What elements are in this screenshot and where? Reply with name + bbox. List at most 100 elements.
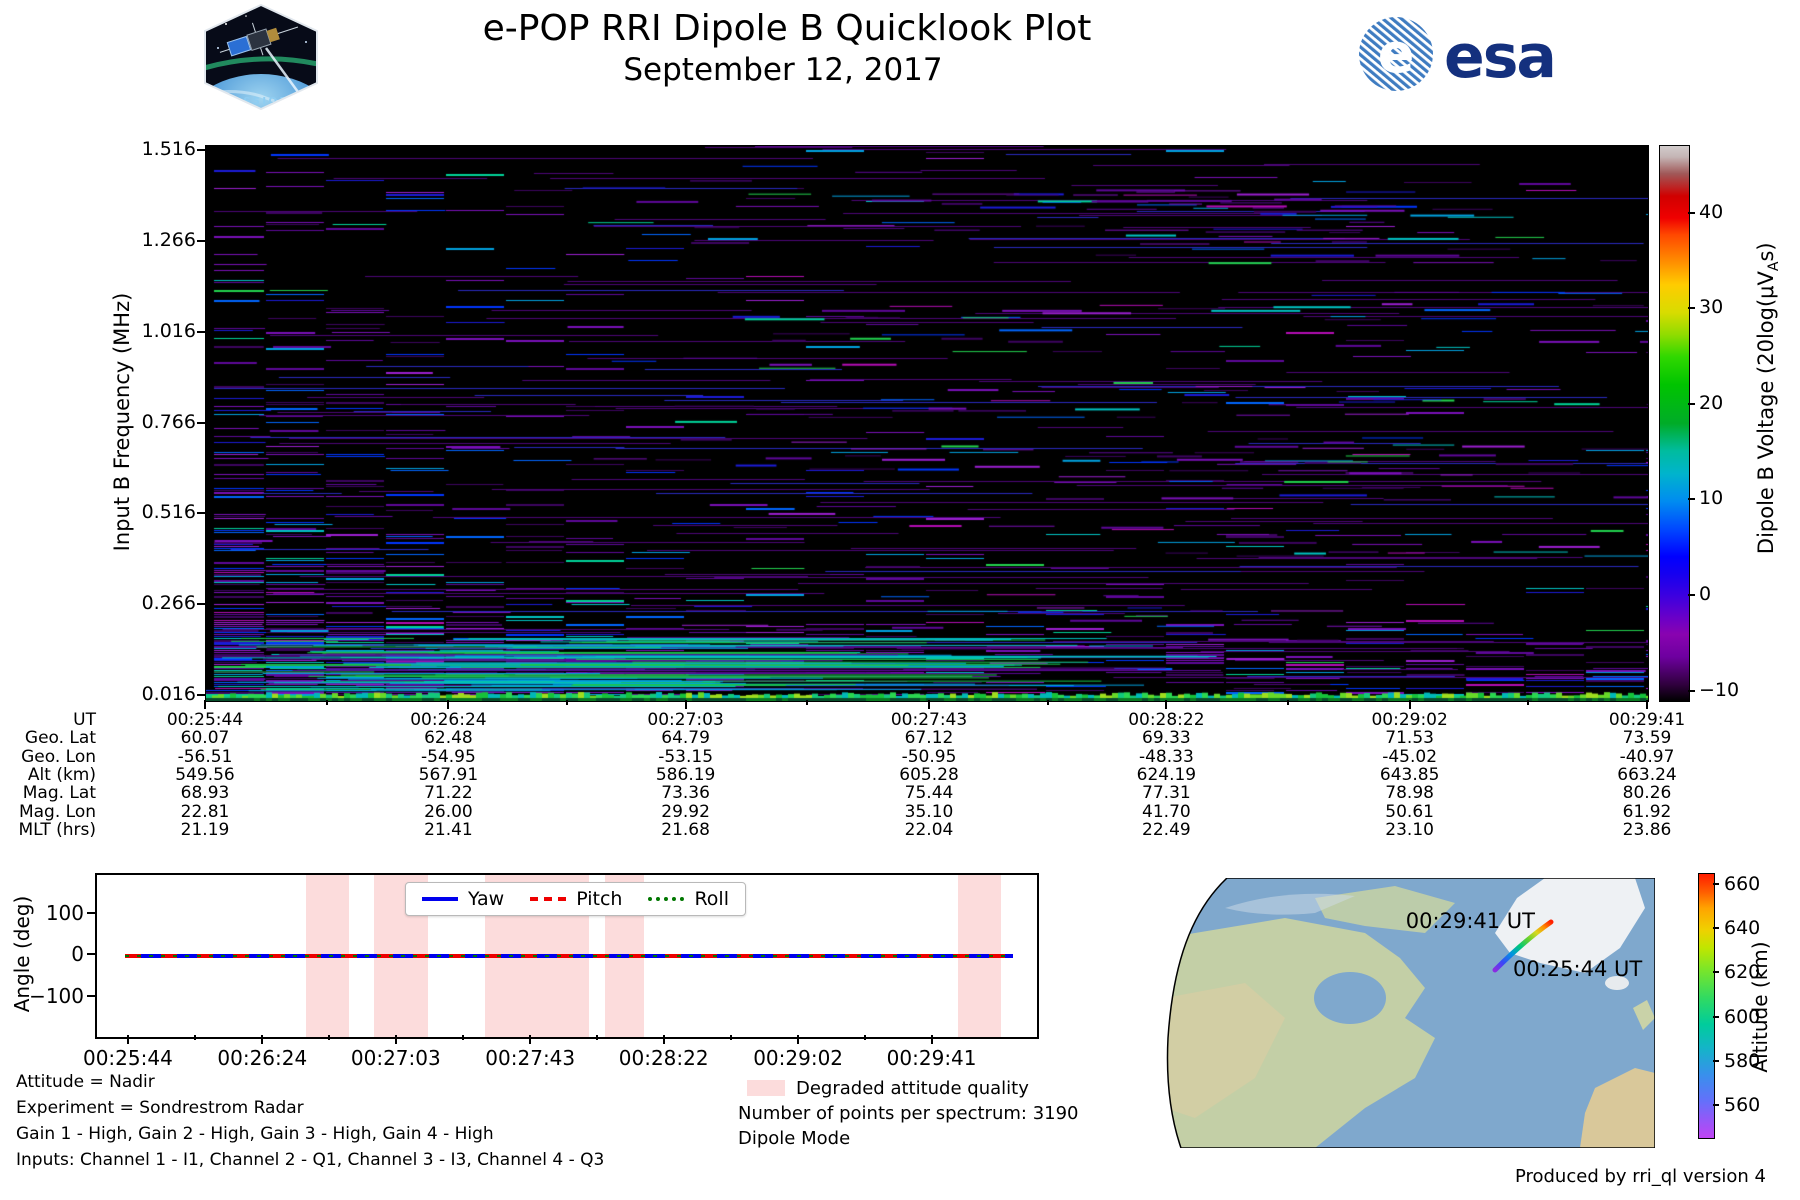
ground-track-map: 00:29:41 UT 00:25:44 UT: [1166, 878, 1655, 1148]
altitude-colorbar-tick-mark: [1713, 971, 1719, 974]
time-tick-mark: [447, 700, 450, 709]
altitude-colorbar-tick-label: 580: [1724, 1049, 1761, 1072]
altitude-colorbar-tick-label: 600: [1724, 1005, 1761, 1028]
freq-tick-label: 1.516: [141, 137, 196, 160]
angle-tick-label: −100: [29, 984, 84, 1008]
time-tick-mark: [1165, 700, 1168, 709]
footnote-experiment: Experiment = Sondrestrom Radar: [16, 1098, 304, 1118]
time-minor-tick-mark: [806, 700, 809, 705]
attitude-time-tick-mark: [126, 1035, 129, 1044]
ephemeris-cell: -40.97: [1619, 746, 1675, 767]
attitude-legend: Yaw Pitch Roll: [405, 882, 746, 916]
time-minor-tick-mark: [325, 700, 328, 705]
ephemeris-cell: 22.81: [180, 801, 230, 822]
freq-tick-mark: [197, 148, 205, 151]
ephemeris-cell: 21.68: [661, 819, 710, 840]
legend-item-yaw: Yaw: [422, 888, 504, 910]
ephemeris-cell: 60.07: [180, 728, 230, 749]
time-minor-tick-mark: [1046, 700, 1049, 705]
voltage-colorbar-tick-mark: [1688, 402, 1695, 405]
altitude-colorbar-tick-mark: [1713, 1059, 1719, 1062]
attitude-time-tick-label: 00:26:24: [217, 1046, 308, 1070]
ephemeris-cell: 80.26: [1622, 783, 1672, 804]
footnote-mode: Dipole Mode: [738, 1128, 851, 1149]
degraded-legend-swatch: [747, 1080, 785, 1096]
ephemeris-cell: 586.19: [655, 764, 716, 785]
satellite-track: [1492, 919, 1554, 973]
legend-label: Pitch: [576, 888, 623, 910]
voltage-colorbar-tick-label: 30: [1699, 296, 1724, 319]
yaw-line-swatch: [422, 897, 458, 901]
time-minor-tick-mark: [1287, 700, 1289, 705]
ephemeris-cell: 624.19: [1136, 764, 1197, 785]
ephemeris-cell: -45.02: [1382, 746, 1438, 767]
attitude-time-tick-mark: [930, 1035, 933, 1044]
aurora-arc: [205, 56, 317, 71]
map-hudson-bay: [1314, 972, 1386, 1024]
freq-tick-label: 1.266: [141, 228, 196, 251]
freq-tick-label: 0.766: [141, 410, 196, 433]
ephemeris-cell: 605.28: [899, 764, 959, 785]
freq-tick-label: 0.266: [141, 592, 196, 615]
attitude-time-tick-label: 00:27:43: [485, 1046, 576, 1070]
attitude-time-tick-mark: [797, 1035, 800, 1044]
ephemeris-cell: 22.04: [904, 819, 954, 840]
time-tick-mark: [1646, 700, 1648, 709]
freq-tick-mark: [197, 239, 205, 242]
map-british-isles: [1633, 1000, 1655, 1030]
ephemeris-cell: -56.51: [177, 746, 233, 767]
freq-tick-mark: [197, 421, 205, 424]
map-greenland: [1495, 878, 1645, 973]
ephemeris-cell: 22.49: [1142, 819, 1191, 840]
voltage-colorbar-tick-mark: [1688, 307, 1695, 310]
ephemeris-cell: -54.95: [421, 746, 476, 767]
ephemeris-cell: 50.61: [1385, 801, 1434, 822]
ephemeris-cell: -50.95: [901, 746, 957, 767]
footnote-points: Number of points per spectrum: 3190: [738, 1103, 1079, 1124]
time-tick-mark: [684, 700, 687, 709]
map-end-label: 00:29:41 UT: [1406, 909, 1535, 933]
ephemeris-cell: 00:29:41: [1608, 710, 1686, 730]
attitude-time-minor-tick: [729, 1035, 732, 1040]
altitude-colorbar-tick-mark: [1713, 1015, 1719, 1018]
esa-e-glyph: e: [1378, 22, 1415, 85]
voltage-colorbar-tick-mark: [1688, 593, 1695, 596]
legend-label: Roll: [694, 888, 729, 910]
voltage-colorbar-tick-label: 0: [1699, 582, 1712, 605]
ephemeris-cell: 73.59: [1622, 728, 1672, 749]
ephemeris-cell: 78.98: [1385, 783, 1434, 804]
freq-tick-label: 1.016: [141, 319, 196, 342]
time-minor-tick-mark: [1527, 700, 1530, 705]
voltage-colorbar-tick-label: 10: [1699, 487, 1724, 510]
map-start-label: 00:25:44 UT: [1513, 957, 1642, 981]
ephemeris-cell: 26.00: [424, 801, 473, 822]
attitude-time-tick-mark: [662, 1035, 665, 1044]
angle-tick-label: 0: [71, 942, 84, 966]
ephemeris-cell: 21.19: [180, 819, 230, 840]
voltage-colorbar: [1659, 145, 1690, 702]
legend-item-roll: Roll: [648, 888, 729, 910]
ephemeris-cell: 29.92: [661, 801, 710, 822]
ephemeris-cell: 00:27:43: [890, 710, 968, 730]
ephemeris-cell: 68.93: [180, 783, 230, 804]
esa-wordmark: esa: [1444, 22, 1555, 92]
altitude-colorbar: [1698, 873, 1715, 1139]
ephemeris-row-label: Geo. Lat: [24, 728, 96, 749]
ephemeris-cell: 64.79: [661, 728, 710, 749]
attitude-time-tick-label: 00:28:22: [618, 1046, 709, 1070]
ephemeris-row-label: MLT (hrs): [18, 819, 96, 840]
ephemeris-cell: 00:27:03: [647, 710, 724, 730]
ephemeris-cell: 00:28:22: [1128, 710, 1205, 730]
attitude-time-tick-mark: [261, 1035, 264, 1044]
ephemeris-row-label: Alt (km): [27, 764, 96, 785]
attitude-time-minor-tick: [863, 1035, 866, 1040]
time-tick-mark: [928, 700, 931, 709]
spectrogram-plot: [205, 145, 1649, 702]
angle-tick-mark: [87, 953, 95, 955]
ephemeris-row-label: UT: [73, 710, 96, 730]
map-iceland: [1605, 976, 1629, 990]
pitch-line-swatch: [530, 897, 567, 901]
page-title: e-POP RRI Dipole B Quicklook Plot: [482, 8, 1092, 49]
altitude-colorbar-tick-label: 560: [1724, 1094, 1761, 1117]
